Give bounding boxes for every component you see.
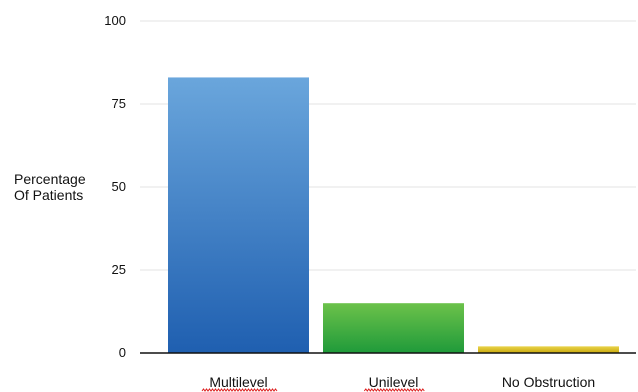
category-label-unilevel: Unilevel <box>369 374 419 390</box>
bars <box>168 77 619 353</box>
category-labels: Multilevel Unilevel No Obstruction <box>201 374 595 392</box>
spellcheck-underline <box>363 388 425 392</box>
y-tick-labels: 0 25 50 75 100 <box>104 13 126 360</box>
bar-no-obstruction <box>478 346 619 353</box>
y-tick-label-0: 0 <box>119 345 126 360</box>
spellcheck-underline <box>201 388 278 392</box>
y-axis-title-line-2: Of Patients <box>14 187 84 203</box>
y-tick-label-75: 75 <box>112 96 126 111</box>
category-label-multilevel: Multilevel <box>209 374 267 390</box>
y-axis-title-line-1: Percentage <box>14 171 86 187</box>
category-label-no-obstruction: No Obstruction <box>502 374 595 390</box>
bar-multilevel <box>168 77 309 353</box>
bar-unilevel <box>323 303 464 353</box>
y-tick-label-25: 25 <box>112 262 126 277</box>
y-tick-label-100: 100 <box>104 13 126 28</box>
y-tick-label-50: 50 <box>112 179 126 194</box>
